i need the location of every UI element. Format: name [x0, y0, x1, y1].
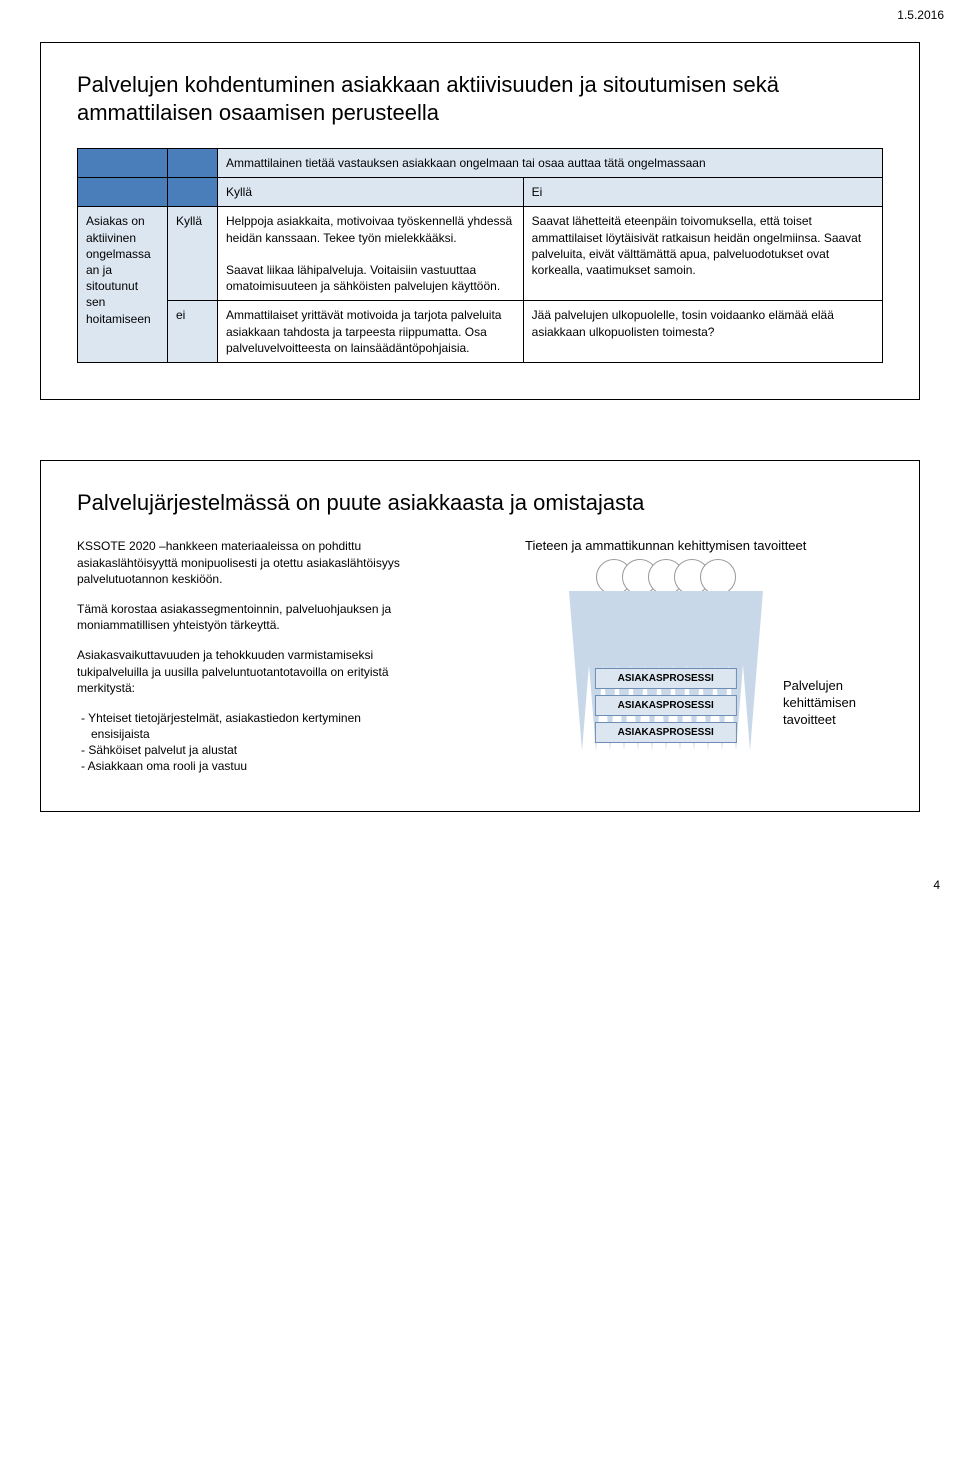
para-3-lead: Asiakasvaikuttavuuden ja tehokkuuden var…	[77, 647, 418, 696]
col-header: Ammattilainen tietää vastauksen asiakkaa…	[218, 149, 883, 178]
cell-yes-no: Saavat lähetteitä eteenpäin toivomuksell…	[523, 207, 882, 301]
process-box-1: ASIAKASPROSESSI	[595, 668, 737, 689]
slide1-title: Palvelujen kohdentuminen asiakkaan aktii…	[77, 71, 883, 126]
triangle-icon	[737, 591, 763, 751]
process-box-3: ASIAKASPROSESSI	[595, 722, 737, 743]
row-no: ei	[168, 301, 218, 363]
page-date: 1.5.2016	[0, 0, 960, 22]
process-block: ASIAKASPROSESSI ASIAKASPROSESSI ASIAKASP…	[595, 668, 737, 749]
dev-label: Palvelujen kehittämisen tavoitteet	[783, 678, 893, 729]
corner-blank-3	[78, 178, 168, 207]
process-box-2: ASIAKASPROSESSI	[595, 695, 737, 716]
matrix-table: Ammattilainen tietää vastauksen asiakkaa…	[77, 148, 883, 363]
row-yes: Kyllä	[168, 207, 218, 301]
slide-2: Palvelujärjestelmässä on puute asiakkaas…	[40, 460, 920, 812]
corner-blank-1	[78, 149, 168, 178]
slide-1: Palvelujen kohdentuminen asiakkaan aktii…	[40, 42, 920, 400]
col-yes: Kyllä	[218, 178, 524, 207]
corner-blank-4	[168, 178, 218, 207]
bullet-3: - Asiakkaan oma rooli ja vastuu	[77, 758, 418, 774]
cell-no-no: Jää palvelujen ulkopuolelle, tosin voida…	[523, 301, 882, 363]
row-header: Asiakas on aktiivinen ongelmassa an ja s…	[78, 207, 168, 363]
slide2-text-column: KSSOTE 2020 –hankkeen materiaaleissa on …	[77, 538, 418, 774]
para-1: KSSOTE 2020 –hankkeen materiaaleissa on …	[77, 538, 418, 587]
cell-no-yes: Ammattilaiset yrittävät motivoida ja tar…	[218, 301, 524, 363]
col-no: Ei	[523, 178, 882, 207]
bullet-2: - Sähköiset palvelut ja alustat	[77, 742, 418, 758]
circles-row	[448, 559, 883, 595]
bullet-1: - Yhteiset tietojärjestelmät, asiakastie…	[77, 710, 418, 742]
page-number: 4	[933, 878, 940, 892]
corner-blank-2	[168, 149, 218, 178]
science-label: Tieteen ja ammattikunnan kehittymisen ta…	[448, 538, 883, 553]
cell-yes-yes: Helppoja asiakkaita, motivoivaa työskenn…	[218, 207, 524, 301]
circle-icon	[700, 559, 736, 595]
slide2-title: Palvelujärjestelmässä on puute asiakkaas…	[77, 489, 883, 517]
slide2-diagram: Tieteen ja ammattikunnan kehittymisen ta…	[448, 538, 883, 774]
para-2: Tämä korostaa asiakassegmentoinnin, palv…	[77, 601, 418, 633]
